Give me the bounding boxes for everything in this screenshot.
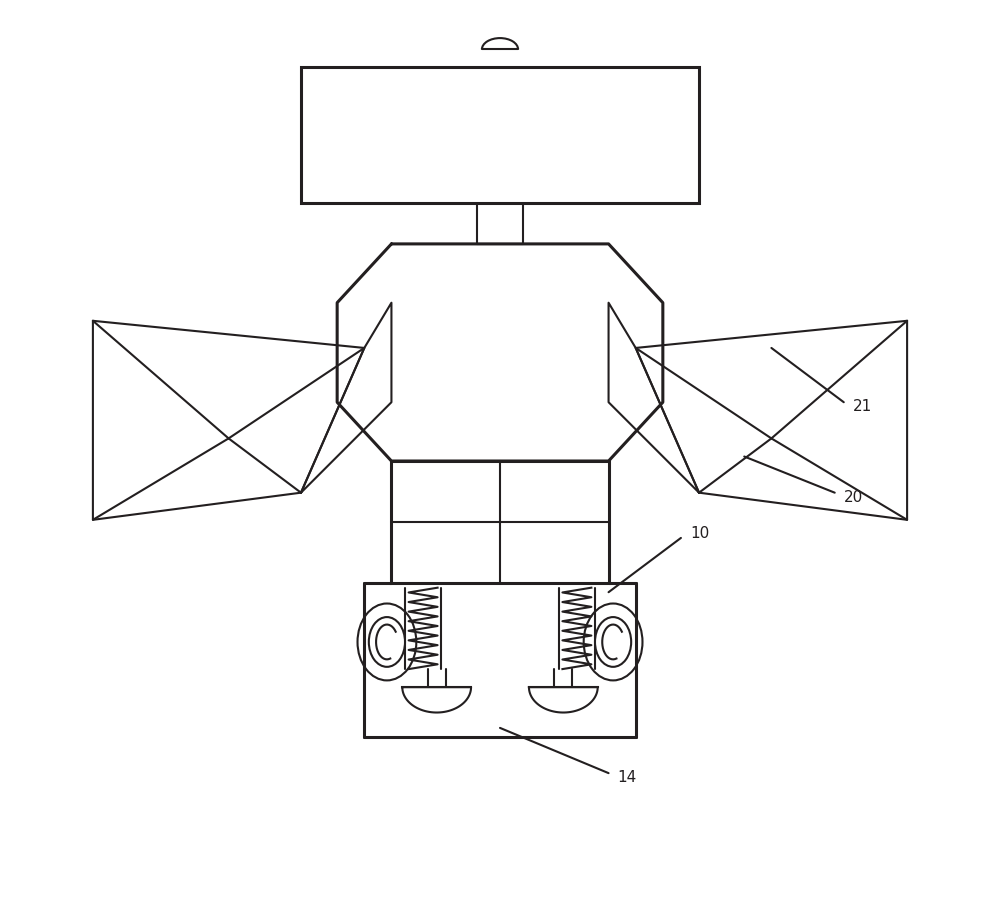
Polygon shape bbox=[337, 244, 663, 461]
Ellipse shape bbox=[358, 603, 416, 680]
Polygon shape bbox=[93, 320, 364, 519]
Polygon shape bbox=[636, 320, 907, 519]
Text: 20: 20 bbox=[844, 489, 863, 505]
Text: 10: 10 bbox=[690, 526, 709, 540]
Polygon shape bbox=[529, 687, 598, 712]
Text: 21: 21 bbox=[853, 399, 872, 415]
Polygon shape bbox=[301, 303, 391, 493]
Polygon shape bbox=[609, 303, 699, 493]
Ellipse shape bbox=[595, 617, 631, 666]
Ellipse shape bbox=[584, 603, 642, 680]
Bar bbox=[301, 68, 699, 204]
Text: 14: 14 bbox=[618, 771, 637, 785]
Bar bbox=[391, 461, 609, 583]
Ellipse shape bbox=[369, 617, 405, 666]
Polygon shape bbox=[402, 687, 471, 712]
